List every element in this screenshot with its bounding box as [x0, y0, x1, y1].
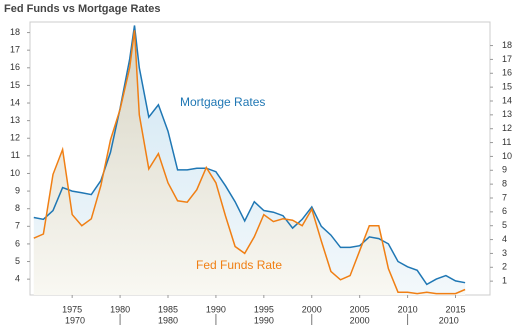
y2-tick-label: 4 [502, 234, 507, 244]
y-tick-label: 14 [10, 97, 20, 107]
y2-tick-label: 2 [502, 262, 507, 272]
y2-tick-label: 9 [502, 165, 507, 175]
y-tick-label: 6 [15, 238, 20, 248]
y2-tick-label: 18 [502, 40, 512, 50]
y-tick-label: 17 [10, 45, 20, 55]
y2-tick-label: 12 [502, 123, 512, 133]
series-line [33, 30, 466, 295]
x-tick-label: 1990 [206, 304, 226, 314]
x-tick-label: 2015 [445, 304, 465, 314]
x-tick-label: 2000 [302, 304, 322, 314]
x-tick-label: 1995 [254, 304, 274, 314]
decade-label: 1970 [65, 315, 85, 325]
y-tick-label: 9 [15, 185, 20, 195]
y2-tick-label: 16 [502, 68, 512, 78]
x-tick-label: 1980 [110, 304, 130, 314]
y-tick-label: 15 [10, 80, 20, 90]
chart-title: Fed Funds vs Mortgage Rates [4, 3, 160, 15]
y2-tick-label: 14 [502, 95, 512, 105]
x-tick-label: 1975 [62, 304, 82, 314]
y2-tick-label: 3 [502, 248, 507, 258]
x-tick-label: 1985 [158, 304, 178, 314]
y-tick-label: 16 [10, 62, 20, 72]
y2-tick-label: 8 [502, 179, 507, 189]
x-tick-label: 2010 [398, 304, 418, 314]
y2-tick-label: 15 [502, 82, 512, 92]
area [33, 30, 466, 296]
y-tick-label: 8 [15, 203, 20, 213]
decade-label: 1990 [254, 315, 274, 325]
y2-tick-label: 5 [502, 220, 507, 230]
y-tick-label: 5 [15, 256, 20, 266]
y2-tick-label: 17 [502, 54, 512, 64]
series-label: Fed Funds Rate [196, 258, 282, 272]
series-line [33, 25, 466, 286]
y2-tick-label: 6 [502, 206, 507, 216]
y2-tick-label: 13 [502, 109, 512, 119]
y-tick-label: 18 [10, 27, 20, 37]
y-tick-label: 10 [10, 168, 20, 178]
y2-tick-label: 7 [502, 192, 507, 202]
y-tick-label: 7 [15, 221, 20, 231]
y-tick-label: 4 [15, 274, 20, 284]
x-tick-label: 2005 [350, 304, 370, 314]
series-label: Mortgage Rates [180, 95, 265, 109]
y-tick-label: 12 [10, 133, 20, 143]
decade-label: 2000 [350, 315, 370, 325]
decade-label: 1980 [158, 315, 178, 325]
y2-tick-label: 11 [502, 137, 511, 147]
y2-tick-label: 10 [502, 151, 512, 161]
y2-tick-label: 1 [502, 276, 507, 286]
y-tick-label: 11 [11, 150, 20, 160]
decade-label: 2010 [439, 315, 459, 325]
y-tick-label: 13 [10, 115, 20, 125]
